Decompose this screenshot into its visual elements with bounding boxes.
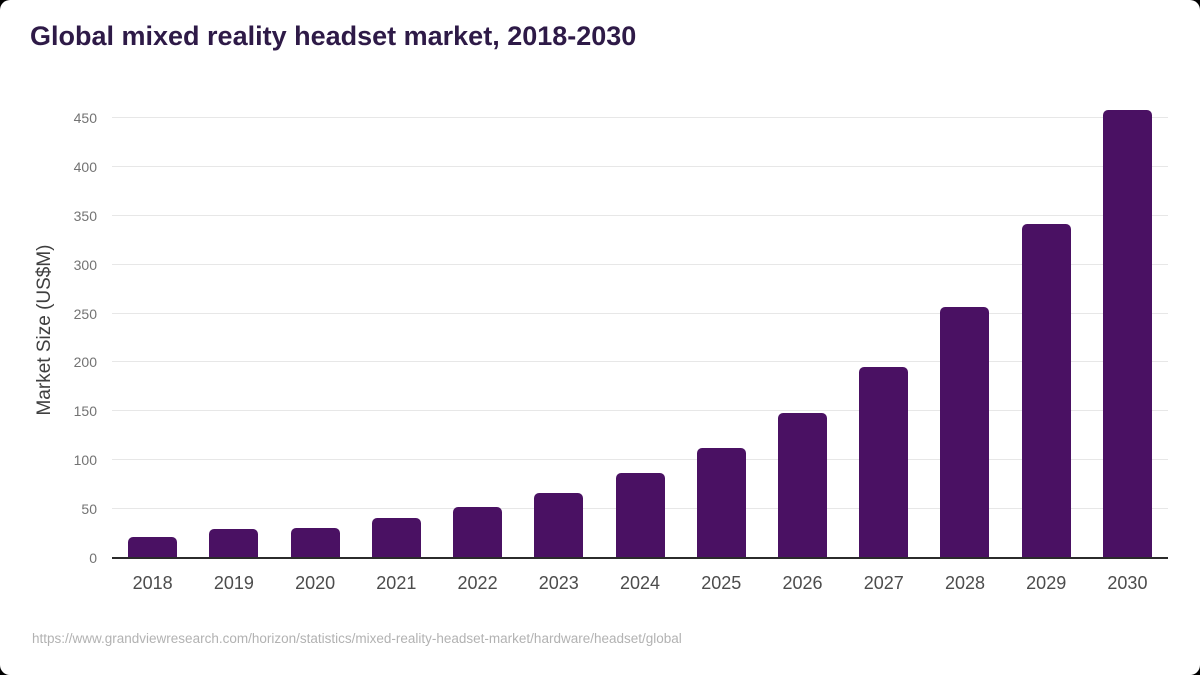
x-tick-label: 2026 [782,573,823,593]
x-tick-label: 2020 [295,573,336,593]
x-tick-label: 2029 [1026,573,1067,593]
y-tick-label: 300 [73,256,97,273]
plot-area [112,88,1168,559]
bar-series [112,88,1168,558]
x-tick-label: 2018 [132,573,173,593]
bar-2021 [371,517,421,558]
x-tick-label: 2023 [538,573,579,593]
gridline [112,459,1168,461]
gridline [112,410,1168,412]
bar-2029 [1021,223,1071,558]
bar-cell [762,88,843,558]
source-url: https://www.grandviewresearch.com/horizo… [32,631,682,646]
bar-cell [437,88,518,558]
x-tick-label: 2027 [863,573,904,593]
gridline [112,214,1168,216]
bar-2020 [290,527,340,558]
y-tick-label: 250 [73,305,97,322]
x-tick-label: 2025 [701,573,742,593]
bar-cell [356,88,437,558]
bar-cell [112,88,193,558]
gridline [112,263,1168,265]
bar-2023 [534,492,584,558]
bar-2025 [696,447,746,558]
bar-2024 [615,472,665,558]
bar-cell [1006,88,1087,558]
bar-cell [924,88,1005,558]
y-tick-label: 450 [73,110,97,126]
bar-2022 [453,507,503,558]
x-tick-label: 2021 [376,573,417,593]
bar-2028 [940,306,990,558]
x-tick-label: 2019 [213,573,254,593]
y-tick-label: 350 [73,207,97,224]
x-tick-label: 2030 [1107,573,1148,593]
gridline [112,361,1168,363]
bar-cell [518,88,599,558]
bar-2018 [128,537,178,558]
bar-cell [843,88,924,558]
bar-2026 [777,413,827,558]
x-tick-label: 2024 [620,573,661,593]
y-tick-label: 400 [73,158,97,175]
y-tick-label: 200 [73,354,97,371]
chart-title: Global mixed reality headset market, 201… [30,21,637,51]
bar-cell [274,88,355,558]
bar-cell [681,88,762,558]
x-axis-line [112,557,1168,559]
bar-cell [193,88,274,558]
x-tick-label: 2022 [457,573,498,593]
gridline [112,165,1168,167]
bar-2019 [209,528,259,558]
gridline [112,312,1168,314]
y-tick-label: 100 [73,452,97,469]
y-tick-labels: 0 50 100 150 200 250 300 350 400 450 [0,0,97,675]
bar-cell [1087,88,1168,558]
y-tick-label: 0 [89,550,97,566]
x-tick-label: 2028 [944,573,985,593]
bar-cell [599,88,680,558]
bar-2030 [1102,110,1152,558]
bar-2027 [859,367,909,558]
y-tick-label: 150 [73,403,97,420]
x-tick-labels: 2018 2019 2020 2021 2022 2023 2024 2025 2026 2027… [112,572,1168,594]
y-tick-label: 50 [81,501,97,518]
gridline [112,117,1168,118]
